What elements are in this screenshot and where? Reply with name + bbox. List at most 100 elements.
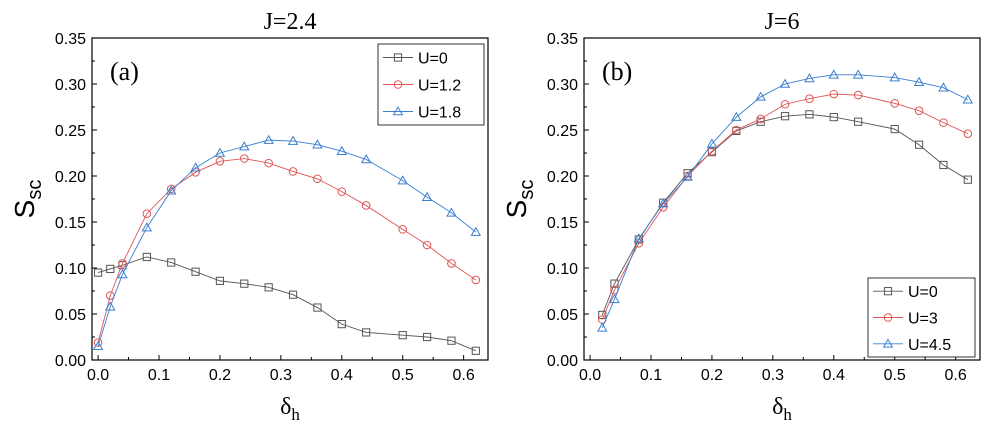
panel-a-y-tick-label: 0.25 — [55, 123, 86, 140]
panel-a-data-point — [240, 279, 249, 288]
panel-a-series-u-1-2 — [93, 154, 481, 347]
panel-a-data-point — [142, 252, 151, 262]
panel-a-series-u-1-8 — [92, 134, 482, 350]
panel-b-series-line — [601, 93, 969, 320]
panel-b-data-point — [755, 91, 766, 101]
panel-a-data-point — [398, 225, 408, 234]
panel-a-xlabel-main: δ — [280, 394, 291, 420]
panel-a-legend-marker — [393, 80, 403, 89]
panel-b: J=6 (b) δh Ssc 0.0 0.1 0.2 0.3 0.4 0.5 0.6 0.00… — [501, 9, 981, 424]
panel-b-y-tick-label: 0.15 — [547, 215, 578, 232]
panel-b-legend: U=0 U=3 U=4.5 — [867, 277, 976, 358]
panel-a-y-tick-label: 0.30 — [55, 77, 86, 94]
panel-b-data-point — [963, 129, 973, 138]
panel-b-series-line — [601, 74, 969, 328]
panel-b-data-point — [854, 117, 863, 126]
panel-b-data-point — [938, 82, 949, 92]
panel-b-data-point — [962, 94, 974, 104]
panel-b-legend-label: U=0 — [908, 284, 938, 301]
panel-b-legend-label: U=3 — [908, 311, 938, 328]
panel-b-label: (b) — [602, 57, 632, 86]
panel-a-data-point — [288, 167, 298, 176]
panel-b-data-point — [779, 78, 791, 88]
panel-a-data-point — [118, 259, 127, 268]
panel-a-data-point — [166, 184, 176, 194]
panel-b-series-u-4-5 — [597, 69, 974, 332]
panel-b-y-tick-label: 0.30 — [547, 77, 578, 94]
panel-a-x-axis: 0.0 0.1 0.2 0.3 0.4 0.5 0.6 — [87, 355, 475, 384]
panel-a-data-point — [214, 147, 226, 157]
panel-b-data-point — [780, 112, 790, 121]
panel-b-data-point — [633, 233, 645, 243]
panel-a-data-point — [142, 209, 152, 219]
panel-b-y-tick-label: 0.35 — [547, 31, 578, 48]
panel-b-legend-item: U=3 — [873, 311, 938, 328]
panel-a-data-point — [190, 162, 201, 172]
panel-b-data-point — [756, 117, 765, 126]
panel-a-data-point — [312, 139, 323, 149]
panel-a-data-point — [105, 301, 116, 311]
panel-b-data-point — [853, 90, 863, 100]
panel-a-title: J=2.4 — [264, 9, 317, 35]
panel-a-data-point — [93, 338, 103, 347]
panel-a-data-point — [361, 201, 371, 210]
panel-b-x-tick-label: 0.4 — [823, 367, 845, 384]
panel-a-y-tick-label: 0.20 — [55, 169, 86, 186]
panel-a-x-tick-label: 0.4 — [331, 367, 353, 384]
panel-a-data-point — [167, 258, 176, 267]
panel-b-y-tick-label: 0.10 — [547, 261, 578, 278]
panel-b-y-tick-label: 0.00 — [547, 353, 578, 370]
panel-a-x-tick-label: 0.1 — [148, 367, 170, 384]
panel-a-data-point — [117, 269, 128, 279]
panel-a-data-point — [191, 267, 200, 276]
panel-b-data-point — [890, 124, 899, 134]
panel-b-x-tick-label: 0.3 — [762, 367, 784, 384]
panel-a-data-point — [398, 331, 407, 340]
panel-b-data-point — [914, 140, 924, 149]
panel-a-data-point — [288, 290, 298, 299]
panel-a-x-tick-label: 0.6 — [453, 367, 475, 384]
panel-a-y-tick-label: 0.35 — [55, 31, 86, 48]
panel-b-x-tick-label: 0.1 — [640, 367, 662, 384]
panel-a: J=2.4 (a) δh Ssc 0.0 0.1 0.2 0.3 0.4 0.5 0.60.… — [9, 9, 489, 424]
panel-a-data-point — [313, 303, 322, 312]
panel-b-legend-marker — [883, 287, 893, 296]
panel-a-data-point — [470, 226, 482, 236]
panel-b-data-point — [805, 110, 814, 119]
panel-a-data-point — [422, 240, 432, 250]
panel-b-legend-item: U=0 — [873, 284, 938, 301]
panel-a-data-point — [421, 191, 433, 201]
panel-b-x-tick-label: 0.6 — [945, 367, 967, 384]
panel-a-data-point — [337, 320, 346, 329]
panel-a-legend-label: U=1.2 — [418, 78, 461, 95]
panel-a-data-point — [92, 340, 104, 350]
panel-b-data-point — [682, 171, 693, 181]
panel-a-series-line — [97, 158, 477, 343]
panel-a-data-point — [471, 275, 481, 285]
panel-b-xlabel-main: δ — [772, 394, 783, 420]
panel-a-ylabel-sub: sc — [24, 180, 46, 200]
panel-a-legend-item: U=1.2 — [383, 78, 461, 95]
panel-a-y-tick-label: 0.00 — [55, 353, 86, 370]
panel-b-y-axis: 0.00 0.05 0.10 0.15 0.20 0.25 0.30 0.35 — [547, 31, 589, 370]
panel-a-legend-label: U=1.8 — [418, 105, 461, 122]
panel-a-x-tick-label: 0.3 — [270, 367, 292, 384]
panel-a-xlabel: δh — [280, 394, 300, 424]
panel-b-data-point — [939, 118, 948, 127]
panel-a-x-tick-label: 0.5 — [392, 367, 414, 384]
panel-a-data-point — [264, 158, 273, 168]
panel-b-data-point — [890, 99, 900, 108]
panel-b-data-point — [805, 94, 814, 104]
panel-b-data-point — [828, 69, 840, 79]
panel-a-data-point — [287, 135, 299, 145]
panel-a-data-point — [313, 174, 322, 184]
panel-b-data-point — [731, 111, 742, 121]
panel-b-data-point — [889, 72, 900, 82]
panel-b-ylabel-sub: sc — [516, 180, 538, 200]
panel-a-ylabel: Ssc — [9, 180, 46, 219]
panel-b-data-point — [732, 125, 741, 135]
panel-b-data-point — [804, 73, 815, 83]
panel-a-legend: U=0 U=1.2 U=1.8 — [377, 43, 485, 126]
panel-b-x-tick-label: 0.0 — [579, 367, 601, 384]
panel-b-legend-marker — [882, 338, 894, 348]
